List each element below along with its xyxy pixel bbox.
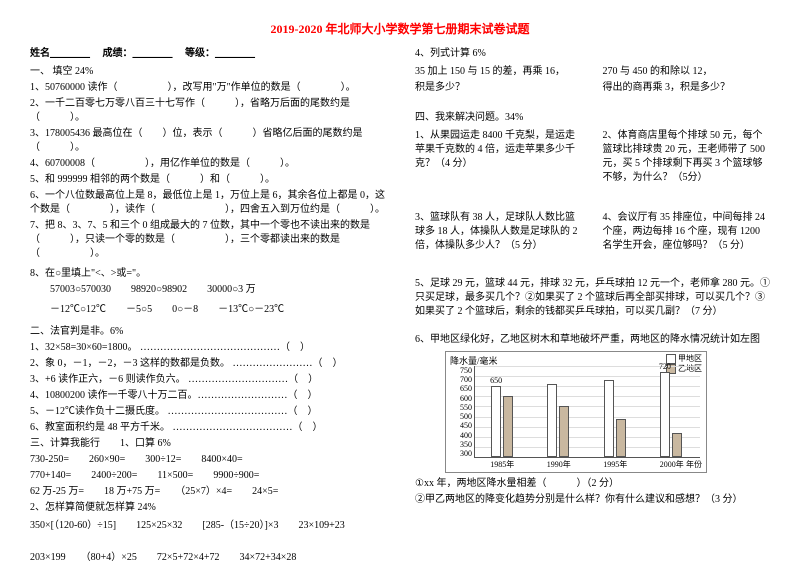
j5: 5、－12℃读作负十二摄氏度。 ………………………………（ ）	[30, 405, 385, 419]
p5: 5、足球 29 元，篮球 44 元，排球 32 元，乒乓球拍 12 元一个，老师…	[415, 277, 770, 319]
rainfall-chart: 降水量/毫米 甲地区 乙地区 7507006506005505004504003…	[445, 351, 707, 473]
name-blank: ________	[50, 48, 90, 59]
q4: 4、60700008（ ），用亿作单位的数是（ ）。	[30, 157, 385, 171]
q8-head: 8、在○里填上"<、>或="。	[30, 267, 385, 281]
calc4-head: 2、怎样算简便就怎样算 24%	[30, 501, 385, 515]
sec4-head: 四、我来解决问题。34%	[415, 111, 770, 125]
chart-yaxis: 750700650600550500450400350300	[448, 366, 472, 458]
q3: 3、178005436 最高位在（ ）位，表示（ ）省略亿后面的尾数约是（ ）。	[30, 127, 385, 155]
j1: 1、32×58=30×60=1800。 ……………………………………（ ）	[30, 341, 385, 355]
score-label: 成绩：	[103, 48, 133, 59]
calc4a: 350×[（120-60）÷15] 125×25×32 [285-（15÷20）…	[30, 519, 385, 533]
page-body: 姓名________ 成绩：________ 等级：________ 一、 填空…	[30, 45, 770, 567]
grade-blank: ________	[215, 48, 255, 59]
chart-xright: 年份	[686, 459, 702, 470]
chart-xlabels: 1985年1990年1995年2000年	[474, 459, 700, 470]
sec3-head: 三、计算我能行 1、口算 6%	[30, 437, 385, 451]
q8a: 57003○570030 98920○98902 30000○3 万	[30, 283, 385, 297]
calc1: 730-250= 260×90= 300÷12= 8400×40=	[30, 453, 385, 467]
calc3: 62 万-25 万= 18 万+75 万= （25×7）×4= 24×5=	[30, 485, 385, 499]
p6a: ①xx 年，两地区降水量相差（ ）（2 分）	[415, 477, 770, 491]
q5: 5、和 999999 相邻的两个数是（ ）和（ ）。	[30, 173, 385, 187]
chart-plot: 650720	[474, 366, 700, 458]
j2: 2、象 0，－1，－2，－3 这样的数都是负数。 ……………………（ ）	[30, 357, 385, 371]
name-label: 姓名	[30, 48, 50, 59]
header-row: 姓名________ 成绩：________ 等级：________	[30, 47, 385, 61]
sec2-head: 二、法官判是非。6%	[30, 325, 385, 339]
calc2: 770+140= 2400÷200= 11×500= 9900÷900=	[30, 469, 385, 483]
q6: 6、一个八位数最高位上是 8，最低位上是 1，万位上是 6，其余各位上都是 0，…	[30, 189, 385, 217]
legend-a: 甲地区	[678, 354, 702, 363]
left-column: 姓名________ 成绩：________ 等级：________ 一、 填空…	[30, 45, 385, 567]
q8b: －12℃○12℃ －5○5 0○－8 －13℃○－23℃	[30, 303, 385, 317]
rq4-head: 4、列式计算 6%	[415, 47, 770, 61]
right-column: 4、列式计算 6% 35 加上 150 与 15 的差，再乘 16，积是多少？ …	[415, 45, 770, 567]
p1-l: 1、从果园运走 8400 千克梨，是运走苹果千克数的 4 倍，运走苹果多少千克？…	[415, 129, 583, 171]
p1-r: 2、体育商店里每个排球 50 元，每个篮球比排球贵 20 元，王老师带了 500…	[603, 129, 771, 185]
j6: 6、教室面积约是 48 平方千米。 ………………………………（ ）	[30, 421, 385, 435]
p6: 6、甲地区绿化好，乙地区树木和草地破坏严重，两地区的降水情况统计如左图	[415, 333, 770, 347]
grade-label: 等级：	[185, 48, 215, 59]
rq4b-r: 得出的商再乘 3，积是多少？	[603, 81, 771, 95]
j4: 4、10800200 读作一千零八十万二百。………………………（ ）	[30, 389, 385, 403]
p3-r: 4、会议厅有 35 排座位，中间每排 24 个座，两边每排 16 个座，现有 1…	[603, 211, 771, 253]
page-title: 2019-2020 年北师大小学数学第七册期末试卷试题	[30, 20, 770, 37]
rq4a-r: 270 与 450 的和除以 12，	[603, 65, 771, 79]
p3-l: 3、篮球队有 38 人，足球队人数比篮球多 18 人，体操队人数是足球队的 2 …	[415, 211, 583, 253]
rq4b-l: 积是多少？	[415, 81, 583, 95]
p6b: ②甲乙两地区的降变化趋势分别是什么样？你有什么建议和感想？（3 分）	[415, 493, 770, 507]
rq4a-l: 35 加上 150 与 15 的差，再乘 16，	[415, 65, 583, 79]
j3: 3、+6 读作正六，－6 则读作负六。 …………………………（ ）	[30, 373, 385, 387]
q7: 7、把 8、3、7、5 和三个 0 组成最大的 7 位数，其中一个零也不读出来的…	[30, 219, 385, 261]
q1: 1、50760000 读作（ ），改写用"万"作单位的数是（ ）。	[30, 81, 385, 95]
score-blank: ________	[133, 48, 173, 59]
sec1-head: 一、 填空 24%	[30, 65, 385, 79]
q2: 2、一千二百零七万零八百三十七写作（ ），省略万后面的尾数约是（ ）。	[30, 97, 385, 125]
